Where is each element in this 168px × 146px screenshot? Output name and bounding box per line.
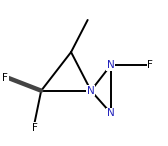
- Text: N: N: [107, 60, 115, 70]
- Text: F: F: [2, 73, 8, 83]
- Text: N: N: [107, 108, 115, 118]
- Text: N: N: [87, 86, 95, 96]
- Text: F: F: [147, 60, 153, 70]
- Text: F: F: [32, 123, 37, 133]
